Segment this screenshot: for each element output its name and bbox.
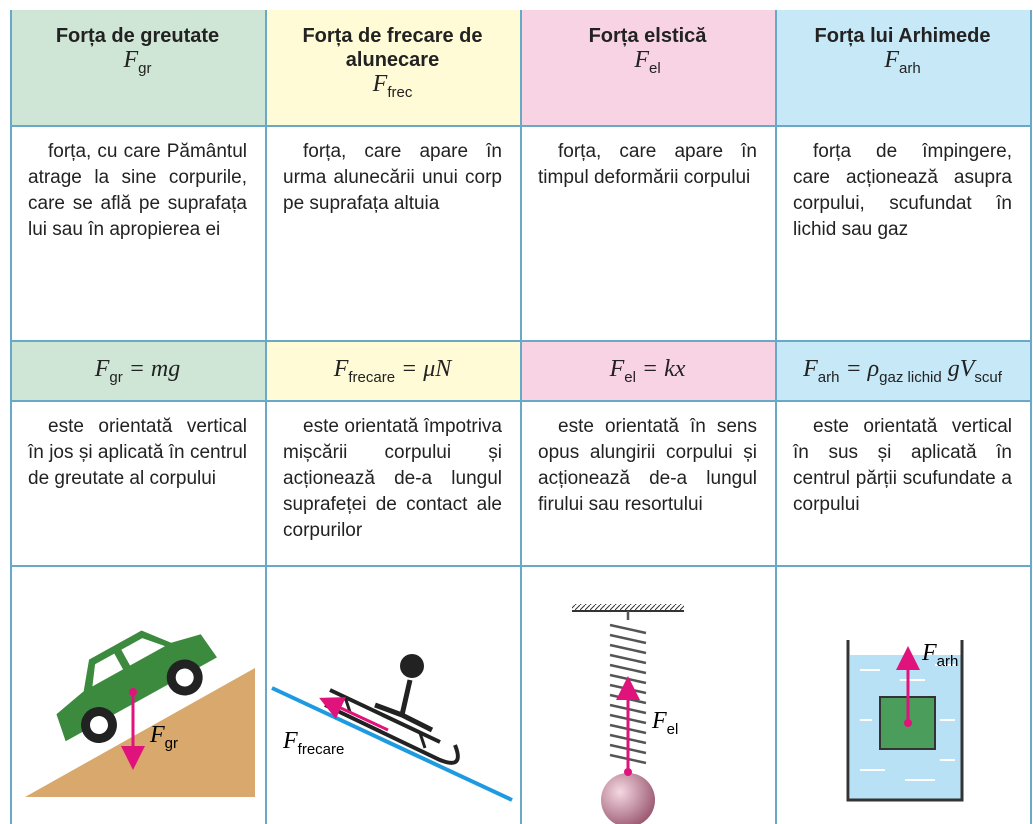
orientation-cell: este orientată vertical în jos și aplica…: [10, 400, 265, 565]
description: forța, care apare în timpul deformării c…: [538, 141, 757, 188]
subscript: frec: [387, 83, 413, 101]
subscript: frecare: [348, 368, 396, 386]
car-on-slope: [25, 630, 255, 797]
header-symbol: Fel: [538, 48, 757, 81]
description-cell: forța, cu care Pământul atrage la sine c…: [10, 125, 265, 340]
image-label: Ffrecare: [282, 728, 344, 758]
label-subscript: frecare: [298, 741, 345, 758]
header-symbol: Fgr: [28, 48, 247, 81]
subscript: arh: [898, 59, 921, 77]
sled-on-slope: [271, 654, 513, 802]
description: forța de împingere, care acționează asup…: [793, 141, 1012, 240]
symbol: F: [884, 47, 899, 73]
label-symbol: F: [651, 708, 667, 734]
column-line: [775, 10, 777, 824]
label-symbol: F: [282, 728, 298, 754]
subscript: scuf: [974, 368, 1002, 386]
description: forța, cu care Pământul atrage la sine c…: [28, 141, 247, 240]
subscript: arh: [817, 368, 840, 386]
formula-cell: Fgr = mg: [10, 340, 265, 400]
orientation: este orientată în sens opus alungirii co…: [538, 416, 757, 515]
formula-cell: Fel = kx: [520, 340, 775, 400]
header-cell: Forța de greutate Fgr: [10, 10, 265, 125]
orientation: este orientată împotriva mișcării corpul…: [283, 416, 502, 541]
header-title: Forța de greutate: [55, 25, 220, 47]
symbol: F: [609, 356, 625, 382]
spring-ball: [572, 604, 684, 824]
symbol: F: [333, 356, 349, 382]
header-cell: Forța lui Arhimede Farh: [775, 10, 1030, 125]
label-symbol: F: [921, 640, 937, 666]
orientation-cell: este orientată în sens opus alungirii co…: [520, 400, 775, 565]
orientation: este orientată vertical în jos și aplica…: [28, 416, 247, 489]
subscript: gaz lichid: [879, 368, 942, 386]
beaker: [846, 640, 964, 802]
orientation-cell: este orientată împotriva mișcării corpul…: [265, 400, 520, 565]
subscript: el: [624, 368, 636, 386]
label-subscript: gr: [165, 735, 178, 752]
header-cell: Forța de frecare de alunecare Ffrec: [265, 10, 520, 125]
symbol: = mg: [128, 356, 181, 382]
description-cell: forța de împingere, care acționează asup…: [775, 125, 1030, 340]
subscript: gr: [138, 59, 152, 77]
header-symbol: Ffrec: [283, 72, 502, 105]
symbol: gV: [947, 356, 975, 382]
header-cell: Forța elstică Fel: [520, 10, 775, 125]
label-subscript: el: [667, 721, 679, 738]
image-label: Farh: [921, 640, 958, 670]
description-cell: forța, care apare în urma alunecării unu…: [265, 125, 520, 340]
header-symbol: Farh: [793, 48, 1012, 81]
column-line: [265, 10, 267, 824]
formula-cell: Farh = ρgaz lichid gVscuf: [775, 340, 1030, 400]
symbol: = ρ: [845, 356, 880, 382]
column-line: [1030, 10, 1032, 824]
header-title: Forța lui Arhimede: [814, 25, 991, 47]
symbol: = kx: [641, 356, 686, 382]
formula-cell: Ffrecare = μN: [265, 340, 520, 400]
image-label: Fgr: [149, 722, 178, 752]
description: forța, care apare în urma alunecării unu…: [283, 141, 502, 214]
orientation-cell: este orientată vertical în sus și aplica…: [775, 400, 1030, 565]
header-title: Forța de frecare de alunecare: [302, 25, 483, 71]
subscript: el: [648, 59, 661, 77]
label-subscript: arh: [937, 653, 959, 670]
label-symbol: F: [149, 722, 165, 748]
symbol: F: [94, 356, 110, 382]
symbol: F: [803, 356, 818, 382]
image-label: Fel: [651, 708, 678, 738]
symbol: F: [372, 71, 388, 97]
orientation: este orientată vertical în sus și aplica…: [793, 416, 1012, 515]
symbol: F: [123, 47, 139, 73]
column-line: [520, 10, 522, 824]
symbol: = μN: [401, 356, 452, 382]
header-title: Forța elstică: [588, 25, 707, 47]
description-cell: forța, care apare în timpul deformării c…: [520, 125, 775, 340]
symbol: F: [634, 47, 649, 73]
subscript: gr: [109, 368, 123, 386]
column-line: [10, 10, 12, 824]
